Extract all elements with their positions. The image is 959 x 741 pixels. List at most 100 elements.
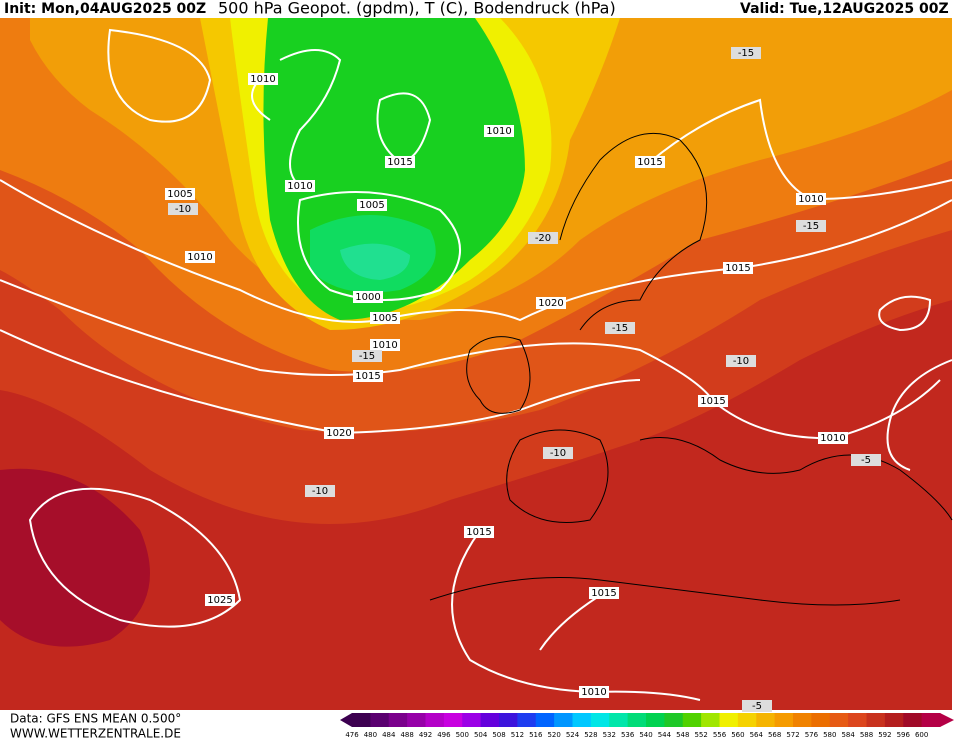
colorbar-label: 600 (915, 731, 928, 739)
label-box (324, 427, 354, 439)
colorbar-swatch (535, 713, 555, 727)
colorbar-label: 544 (658, 731, 672, 739)
label-box (370, 339, 400, 351)
colorbar-swatch (793, 713, 812, 727)
coastlines (429, 132, 953, 606)
colorbar-label: 576 (805, 731, 819, 739)
colorbar-label: 528 (584, 731, 597, 739)
colorbar-swatch (590, 713, 610, 727)
isobar-label: -15 (803, 221, 819, 232)
isobar-label: 1010 (287, 181, 312, 192)
label-box (305, 485, 335, 497)
colorbar-label: 488 (400, 731, 413, 739)
colorbar-label: 492 (419, 731, 432, 739)
colorbar-arrow (340, 713, 352, 727)
colorbar-swatch (719, 713, 739, 727)
colorbar-label: 596 (897, 731, 911, 739)
label-box (731, 47, 761, 59)
colorbar-label: 560 (731, 731, 744, 739)
colorbar-label: 568 (768, 731, 781, 739)
colorbar-swatch (425, 713, 445, 727)
colorbar-swatch (646, 713, 665, 727)
colorbar-label: 516 (529, 731, 543, 739)
isobars (0, 28, 953, 701)
label-box (536, 297, 566, 309)
colorbar-label: 532 (603, 731, 616, 739)
isobar-label: -10 (550, 448, 566, 459)
colorbar-swatch (682, 713, 702, 727)
data-source: Data: GFS ENS MEAN 0.500° (10, 712, 181, 726)
colorbar-swatch (499, 713, 518, 727)
colorbar-label: 564 (750, 731, 764, 739)
isobar-label: -15 (359, 351, 375, 362)
colorbar-label: 552 (694, 731, 707, 739)
colorbar-label: 572 (786, 731, 799, 739)
label-box (352, 350, 382, 362)
label-box (579, 686, 609, 698)
colorbar-swatch (921, 713, 941, 727)
isobar-label: 1010 (372, 340, 397, 351)
isobar-label: 1000 (355, 292, 380, 303)
label-box (818, 432, 848, 444)
colorbar-label: 584 (841, 731, 855, 739)
isobar-label: -10 (733, 356, 749, 367)
colorbar-swatch (774, 713, 794, 727)
isobar-label: 1015 (637, 157, 662, 168)
colorbar-swatch (829, 713, 849, 727)
label-box (605, 322, 635, 334)
colorbar-label: 588 (860, 731, 873, 739)
isobar-label: 1020 (538, 298, 563, 309)
colorbar-label: 504 (474, 731, 488, 739)
colorbar-swatch (554, 713, 573, 727)
label-box (353, 291, 383, 303)
isobar-label: -20 (535, 233, 551, 244)
colorbar-swatch (884, 713, 904, 727)
colorbar-swatch (609, 713, 629, 727)
map (0, 18, 953, 710)
isobar-label: 1010 (486, 126, 511, 137)
isobar-label: -5 (861, 455, 871, 466)
colorbar-swatch (848, 713, 867, 727)
isobar-label: 1010 (798, 194, 823, 205)
label-box (464, 526, 494, 538)
label-box (698, 395, 728, 407)
isobar-label: -10 (175, 204, 191, 215)
colorbar-swatch (517, 713, 537, 727)
label-box (528, 232, 558, 244)
label-box (185, 251, 215, 263)
label-box (635, 156, 665, 168)
isobar-label: -5 (752, 701, 762, 712)
colorbar-swatch (572, 713, 592, 727)
colorbar-swatch (664, 713, 684, 727)
colorbar-label: 548 (676, 731, 689, 739)
field (0, 468, 150, 647)
colorbar-swatch (903, 713, 923, 727)
label-box (285, 180, 315, 192)
colorbar-label: 484 (382, 731, 396, 739)
colorbar-swatch (443, 713, 463, 727)
colorbar-label: 536 (621, 731, 635, 739)
isobar-label: 1015 (355, 371, 380, 382)
isobar-label: 1015 (387, 157, 412, 168)
colorbar-label: 476 (345, 731, 359, 739)
colorbar-swatch (370, 713, 390, 727)
colorbar-swatch (756, 713, 776, 727)
isobar-label: -10 (312, 486, 328, 497)
label-box (370, 312, 400, 324)
label-box (543, 447, 573, 459)
isobar-label: 1015 (591, 588, 616, 599)
colorbar-label: 580 (823, 731, 836, 739)
colorbar-label: 480 (364, 731, 377, 739)
isobar-label: 1010 (250, 74, 275, 85)
colorbar-swatch (407, 713, 426, 727)
colorbar-swatch (388, 713, 408, 727)
label-box (353, 370, 383, 382)
label-box (726, 355, 756, 367)
colorbar-swatch (737, 713, 757, 727)
isobar-label: 1015 (466, 527, 491, 538)
colorbar-swatch (462, 713, 482, 727)
colorbar-label: 508 (492, 731, 505, 739)
colorbar-label: 592 (878, 731, 891, 739)
